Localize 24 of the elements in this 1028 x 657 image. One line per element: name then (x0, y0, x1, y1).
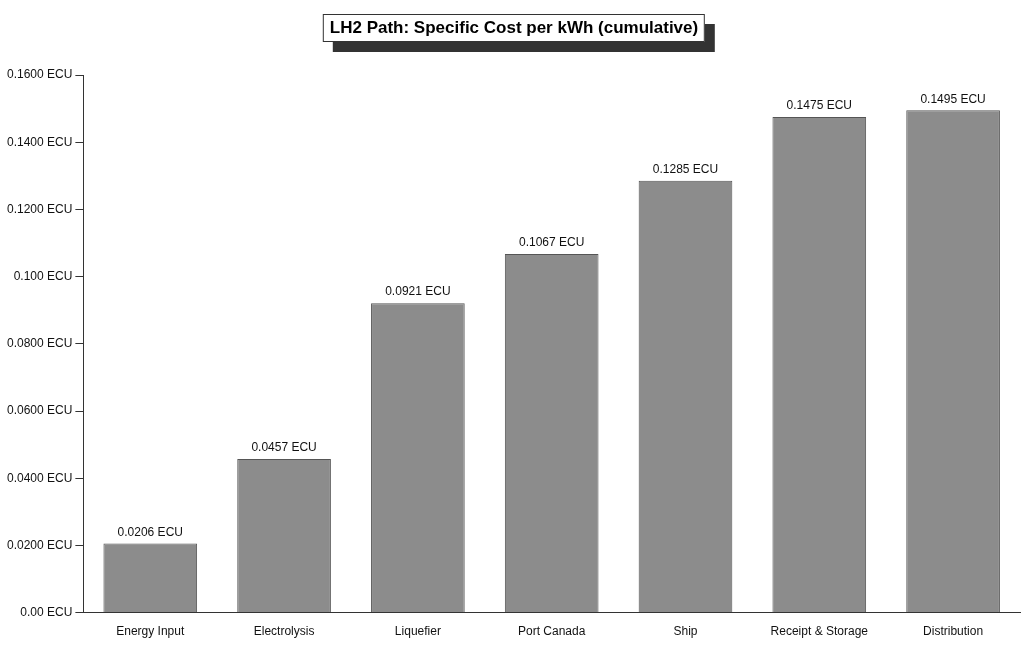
data-label: 0.1475 ECU (786, 98, 852, 113)
data-label: 0.1495 ECU (920, 91, 986, 106)
data-label: 0.0206 ECU (117, 524, 183, 539)
data-label: 0.1067 ECU (519, 235, 585, 250)
y-tick-label: 0.0600 ECU (7, 403, 73, 418)
x-tick-label: Electrolysis (253, 624, 315, 639)
data-label: 0.0921 ECU (385, 284, 451, 299)
data-label: 0.0457 ECU (251, 440, 317, 455)
data-label: 0.1285 ECU (652, 162, 719, 177)
y-tick-label: 0.1400 ECU (7, 134, 73, 149)
x-tick-label: Energy Input (116, 624, 185, 639)
y-tick-label: 0.100 ECU (13, 268, 73, 283)
x-tick-label: Ship (673, 624, 698, 639)
x-tick-label: Distribution (923, 624, 984, 639)
y-tick-label: 0.1200 ECU (7, 201, 73, 216)
y-tick-label: 0.1600 ECU (7, 67, 73, 82)
y-tick-label: 0.0400 ECU (7, 470, 73, 485)
y-tick-label: 0.0800 ECU (7, 336, 73, 351)
x-tick-label: Receipt & Storage (770, 624, 869, 639)
x-tick-label: Port Canada (517, 624, 586, 639)
y-tick-label: 0.0200 ECU (7, 537, 73, 552)
x-tick-label: Liquefier (394, 624, 441, 639)
chart-title: LH2 Path: Specific Cost per kWh (cumulative) (322, 14, 706, 42)
y-tick-label: 0.00 ECU (20, 604, 73, 619)
